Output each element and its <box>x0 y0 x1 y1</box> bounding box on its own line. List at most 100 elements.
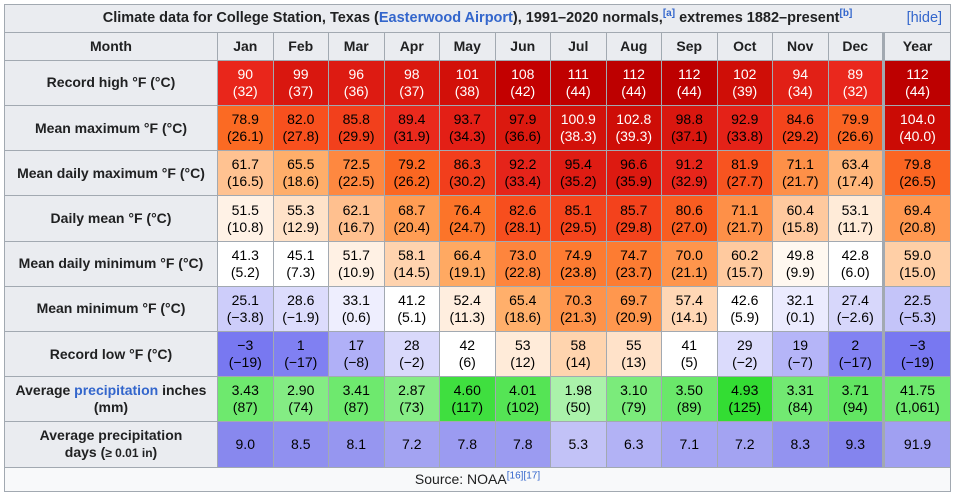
data-cell: 78.9 (26.1) <box>217 104 274 152</box>
cell-value: 80.6 <box>675 201 703 218</box>
month-header: Dec <box>827 32 884 61</box>
ref-17-link[interactable]: [17] <box>523 470 541 482</box>
row-label-text: Mean daily maximum °F (°C) <box>17 164 205 181</box>
cell-value: 60.4 <box>786 201 814 218</box>
month-header: Nov <box>772 32 829 61</box>
data-cell: 62.1 (16.7) <box>328 195 385 242</box>
data-cell: 59.0 (15.0) <box>881 240 952 287</box>
data-cell: 73.0 (22.8) <box>494 240 551 287</box>
cell-value: 57.4 <box>675 291 703 308</box>
row-label: Average precipitation days (≥ 0.01 in) <box>4 421 218 468</box>
cell-value: 59.0 <box>903 246 932 263</box>
data-cell: 2 (−17) <box>827 331 884 378</box>
data-cell: 41.3 (5.2) <box>217 240 274 287</box>
row-label-text: Daily mean °F (°C) <box>50 210 172 226</box>
cell-value: 33.1 <box>342 291 370 308</box>
note-a-link[interactable]: [a] <box>662 8 676 20</box>
cell-metric-value: (87) <box>343 399 369 416</box>
ref-16-link[interactable]: [16] <box>506 470 524 482</box>
cell-value: 27.4 <box>841 291 869 308</box>
data-cell: 4.93 (125) <box>716 376 773 423</box>
month-header: Feb <box>272 32 329 61</box>
climate-table: Climate data for College Station, Texas … <box>3 3 952 493</box>
cell-value: 79.8 <box>903 156 932 173</box>
data-cell: 65.5 (18.6) <box>272 150 329 197</box>
cell-value: 41 <box>681 337 698 354</box>
month-header: Year <box>881 32 952 61</box>
data-cell: 82.0 (27.8) <box>272 104 329 152</box>
cell-metric-value: (39) <box>732 82 758 99</box>
data-cell: 9.3 <box>827 421 884 468</box>
cell-value: 17 <box>348 337 365 354</box>
cell-value: 3.41 <box>342 382 370 399</box>
cell-metric-value: (32) <box>842 82 868 99</box>
cell-metric-value: (−2) <box>399 354 425 371</box>
cell-value: 111 <box>567 65 589 82</box>
cell-value: 69.7 <box>620 291 648 308</box>
data-cell: 71.1 (21.7) <box>716 195 773 242</box>
cell-metric-value: (20.9) <box>615 308 653 325</box>
data-cell: 93.7 (34.3) <box>439 104 496 152</box>
cell-value: 93.7 <box>453 111 481 128</box>
data-cell: 98 (37) <box>383 59 440 106</box>
data-cell: 51.5 (10.8) <box>217 195 274 242</box>
cell-value: 112 <box>622 65 645 82</box>
cell-value: 3.71 <box>841 382 869 399</box>
precipitation-link[interactable]: precipitation <box>74 382 159 399</box>
cell-value: 3.31 <box>786 382 814 399</box>
month-header: Oct <box>716 32 773 61</box>
cell-value: 89 <box>847 65 864 82</box>
row-label-text: Record low °F (°C) <box>49 345 173 362</box>
row-label-text: inches (mm) <box>93 382 207 416</box>
data-cell: 89 (32) <box>827 59 884 106</box>
cell-value: 102 <box>733 65 757 82</box>
cell-metric-value: (37) <box>399 82 425 99</box>
row-label-text: Average <box>15 382 75 399</box>
cell-value: 69.4 <box>903 201 932 218</box>
data-cell: 51.7 (10.9) <box>328 240 385 287</box>
data-cell: 8.1 <box>328 421 385 468</box>
cell-metric-value: (29.8) <box>615 218 653 235</box>
cell-metric-value: (18.6) <box>282 173 320 190</box>
hide-toggle-link[interactable]: [hide] <box>906 10 943 26</box>
data-cell: 79.2 (26.2) <box>383 150 440 197</box>
data-cell: 28.6 (−1.9) <box>272 285 329 333</box>
note-b-link[interactable]: [b] <box>839 8 853 20</box>
cell-value: 95.4 <box>564 156 592 173</box>
cell-metric-value: (87) <box>232 399 258 416</box>
cell-value: 70.0 <box>675 246 703 263</box>
cell-value: 29 <box>736 337 753 354</box>
cell-metric-value: (27.7) <box>726 173 764 190</box>
cell-metric-value: (16.5) <box>226 173 264 190</box>
cell-metric-value: (29.2) <box>781 128 819 145</box>
cell-value: 100.9 <box>560 111 596 128</box>
data-cell: 8.3 <box>772 421 829 468</box>
cell-value: 45.1 <box>287 246 315 263</box>
cell-value: 104.0 <box>900 111 936 128</box>
data-cell: 79.8 (26.5) <box>881 150 952 197</box>
cell-metric-value: (11.3) <box>449 308 486 325</box>
data-cell: 17 (−8) <box>328 331 385 378</box>
cell-metric-value: (42) <box>510 82 536 99</box>
data-cell: 63.4 (17.4) <box>827 150 884 197</box>
cell-value: 58.1 <box>398 246 426 263</box>
cell-value: 61.7 <box>231 156 259 173</box>
data-cell: 7.2 <box>383 421 440 468</box>
cell-metric-value: (11.7) <box>837 218 874 235</box>
data-cell: 96 (36) <box>328 59 385 106</box>
table-row: Mean daily minimum °F (°C) 41.3 (5.2) 45.1(… <box>4 240 952 287</box>
data-cell: 92.9 (33.8) <box>716 104 773 152</box>
cell-value: 70.3 <box>564 291 592 308</box>
cell-metric-value: (50) <box>565 399 591 416</box>
cell-value: 62.1 <box>342 201 370 218</box>
cell-metric-value: (15.0) <box>899 263 936 280</box>
data-cell: 1.98 (50) <box>550 376 607 423</box>
data-cell: 66.4 (19.1) <box>439 240 496 287</box>
data-cell: 86.3 (30.2) <box>439 150 496 197</box>
cell-metric-value: (20.4) <box>393 218 431 235</box>
data-cell: 2.90 (74) <box>272 376 329 423</box>
cell-metric-value: (35.2) <box>559 173 597 190</box>
table-row: Mean daily maximum °F (°C) 61.7 (16.5) 65.5… <box>4 150 952 197</box>
cell-value: 65.4 <box>509 291 537 308</box>
easterwood-airport-link[interactable]: Easterwood Airport <box>378 10 513 27</box>
